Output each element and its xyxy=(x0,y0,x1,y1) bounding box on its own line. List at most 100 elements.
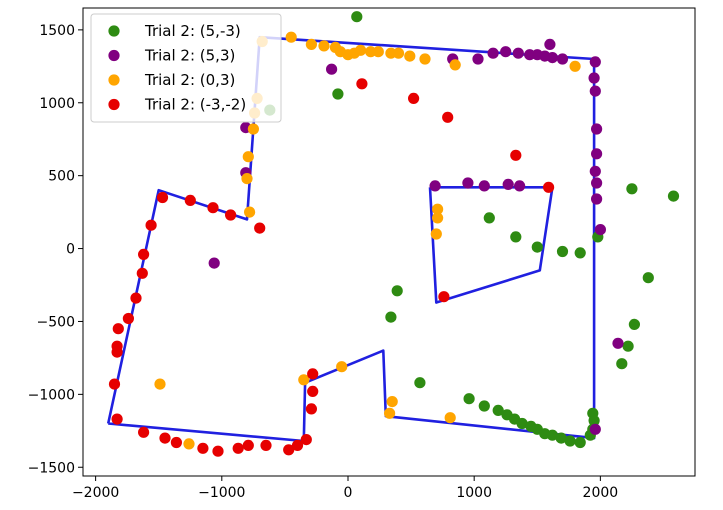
data-point-s1-29 xyxy=(514,180,526,192)
data-point-s0-19 xyxy=(478,400,490,412)
data-point-s3-4 xyxy=(543,181,555,193)
data-point-s2-29 xyxy=(336,361,348,373)
y-tick-label-6: 1500 xyxy=(39,23,75,39)
data-point-s0-7 xyxy=(574,247,586,259)
legend-box xyxy=(90,13,282,123)
data-point-s1-6 xyxy=(487,47,499,59)
data-point-s0-10 xyxy=(667,190,680,202)
data-point-s0-13 xyxy=(622,340,634,352)
data-point-s1-13 xyxy=(556,53,569,65)
y-tick-label-1: −1000 xyxy=(28,387,75,403)
legend-marker-0 xyxy=(108,25,120,37)
legend-marker-3 xyxy=(108,98,120,111)
data-point-s3-28 xyxy=(283,444,295,456)
data-point-s1-25 xyxy=(429,180,441,192)
data-point-s3-33 xyxy=(305,403,317,415)
y-tick-label-2: −500 xyxy=(37,314,75,330)
data-point-s1-14 xyxy=(544,38,556,51)
data-point-s0-4 xyxy=(510,231,522,243)
data-point-s1-23 xyxy=(594,224,607,236)
data-point-s1-5 xyxy=(472,53,484,65)
data-point-s3-34 xyxy=(438,291,450,303)
data-point-s3-23 xyxy=(197,442,209,454)
x-tick-label-2: 0 xyxy=(344,485,353,501)
data-point-s1-28 xyxy=(502,178,514,190)
data-point-s2-30 xyxy=(386,396,398,408)
data-point-s0-0 xyxy=(351,11,363,23)
data-point-s2-13 xyxy=(404,50,416,62)
data-point-s3-31 xyxy=(307,368,319,380)
data-point-s0-27 xyxy=(546,429,559,441)
data-point-s2-16 xyxy=(569,60,581,72)
data-point-s0-12 xyxy=(628,318,641,330)
x-tick-label-4: 2000 xyxy=(583,485,619,501)
x-tick-label-1: −1000 xyxy=(198,485,245,501)
data-point-s3-27 xyxy=(260,439,272,451)
data-point-s3-14 xyxy=(122,312,134,325)
data-point-s3-19 xyxy=(111,413,123,425)
y-tick-label-5: 1000 xyxy=(39,96,75,112)
data-point-s2-19 xyxy=(247,123,259,135)
y-tick-label-3: 0 xyxy=(66,242,75,258)
data-point-s3-26 xyxy=(242,439,254,451)
data-point-s1-8 xyxy=(512,47,524,59)
data-point-s0-23 xyxy=(516,417,528,430)
x-tick-label-0: −2000 xyxy=(72,485,119,501)
data-point-s3-24 xyxy=(212,445,224,457)
data-point-s1-26 xyxy=(462,177,474,189)
data-point-s3-9 xyxy=(254,222,266,234)
data-point-s3-3 xyxy=(510,149,522,161)
data-point-s3-13 xyxy=(130,292,142,304)
data-point-s2-20 xyxy=(242,151,254,163)
legend-marker-1 xyxy=(108,49,120,62)
data-point-s3-32 xyxy=(307,385,319,397)
legend-marker-2 xyxy=(108,74,120,86)
data-point-s2-3 xyxy=(318,40,330,52)
legend-label-3: Trial 2: (-3,-2) xyxy=(144,96,246,114)
data-point-s2-15 xyxy=(449,59,461,71)
data-point-s2-28 xyxy=(298,374,310,386)
data-point-s0-14 xyxy=(616,358,628,370)
data-point-s2-26 xyxy=(154,378,166,390)
legend-label-1: Trial 2: (5,3) xyxy=(144,47,235,65)
data-point-s2-22 xyxy=(244,206,256,218)
data-point-s0-11 xyxy=(642,272,654,284)
data-point-s1-21 xyxy=(591,177,603,189)
data-point-s1-16 xyxy=(588,72,600,84)
data-point-s0-5 xyxy=(531,241,543,253)
data-point-s3-30 xyxy=(300,434,312,446)
data-point-s3-2 xyxy=(442,111,454,123)
data-point-s1-3 xyxy=(208,257,220,269)
data-point-s0-28 xyxy=(555,432,567,444)
data-point-s1-20 xyxy=(589,165,601,177)
data-point-s0-17 xyxy=(414,377,426,389)
data-point-s2-24 xyxy=(432,212,444,224)
data-point-s1-0 xyxy=(326,63,338,75)
data-point-s1-7 xyxy=(500,46,512,58)
data-point-s1-27 xyxy=(478,180,490,192)
data-point-s3-29 xyxy=(291,439,304,451)
data-point-s0-30 xyxy=(574,436,586,449)
data-point-s2-27 xyxy=(183,438,195,450)
data-point-s2-14 xyxy=(419,53,431,65)
data-point-s0-18 xyxy=(463,393,475,405)
legend-entries: Trial 2: (5,-3) Trial 2: (5,3) Trial 2: (0… xyxy=(108,22,246,114)
data-point-s2-10 xyxy=(372,46,384,58)
data-point-s1-18 xyxy=(591,123,603,135)
data-point-s3-1 xyxy=(408,92,420,104)
data-point-s0-32 xyxy=(588,415,600,427)
data-point-s3-6 xyxy=(184,194,196,206)
data-point-s1-17 xyxy=(589,85,601,97)
data-point-s2-2 xyxy=(305,38,317,51)
y-tick-label-4: 500 xyxy=(48,169,75,185)
data-point-s3-10 xyxy=(145,219,157,231)
data-point-s0-6 xyxy=(556,245,569,258)
data-point-s0-20 xyxy=(492,404,504,416)
data-point-s2-8 xyxy=(355,44,367,56)
data-point-s3-5 xyxy=(156,191,169,204)
data-point-s3-0 xyxy=(356,78,368,90)
data-point-s3-25 xyxy=(232,442,244,454)
data-point-s3-8 xyxy=(225,209,237,221)
data-point-s1-22 xyxy=(591,193,603,205)
